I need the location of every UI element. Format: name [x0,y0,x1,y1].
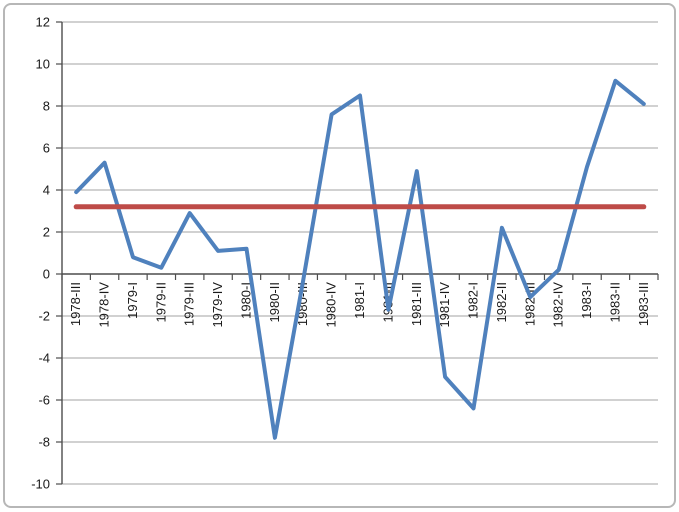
y-tick-label: 4 [43,183,50,198]
chart-outer-border [3,3,676,508]
x-tick-label: 1982-III [522,282,537,326]
x-tick-label: 1979-I [125,282,140,319]
x-tick-label: 1981-IV [437,282,452,328]
y-tick-label: -2 [38,309,50,324]
x-tick-label: 1981-I [352,282,367,319]
y-tick-label: 6 [43,141,50,156]
x-tick-label: 1983-I [579,282,594,319]
x-tick-label: 1978-III [68,282,83,326]
y-tick-label: -6 [38,393,50,408]
x-tick-label: 1980-I [238,282,253,319]
axes [56,21,659,485]
y-tick-label: 0 [43,267,50,282]
x-tick-label: 1979-IV [210,282,225,328]
x-tick-label: 1979-III [182,282,197,326]
y-tick-label: 2 [43,225,50,240]
y-tick-label: 10 [36,57,50,72]
x-tick-label: 1980-IV [324,282,339,328]
y-tick-label: -10 [31,477,50,492]
x-tick-label: 1982-I [466,282,481,319]
y-tick-label: 8 [43,99,50,114]
y-tick-label: -8 [38,435,50,450]
x-tick-label: 1982-IV [551,282,566,328]
y-tick-label: -4 [38,351,50,366]
gridlines [62,21,658,485]
x-tick-label: 1979-II [153,282,168,322]
x-tick-label: 1983-III [636,282,651,326]
y-axis-labels: 12 10 8 6 4 2 0 -2 -4 -6 -8 -10 [31,15,50,492]
x-tick-label: 1983-II [607,282,622,322]
x-tick-label: 1978-IV [97,282,112,328]
quarterly-growth-series-line [74,78,646,440]
data-series [73,78,647,440]
x-tick-label: 1982-II [494,282,509,322]
y-tick-label: 12 [36,15,50,30]
x-tick-label: 1981-III [409,282,424,326]
x-tick-label: 1980-II [267,282,282,322]
